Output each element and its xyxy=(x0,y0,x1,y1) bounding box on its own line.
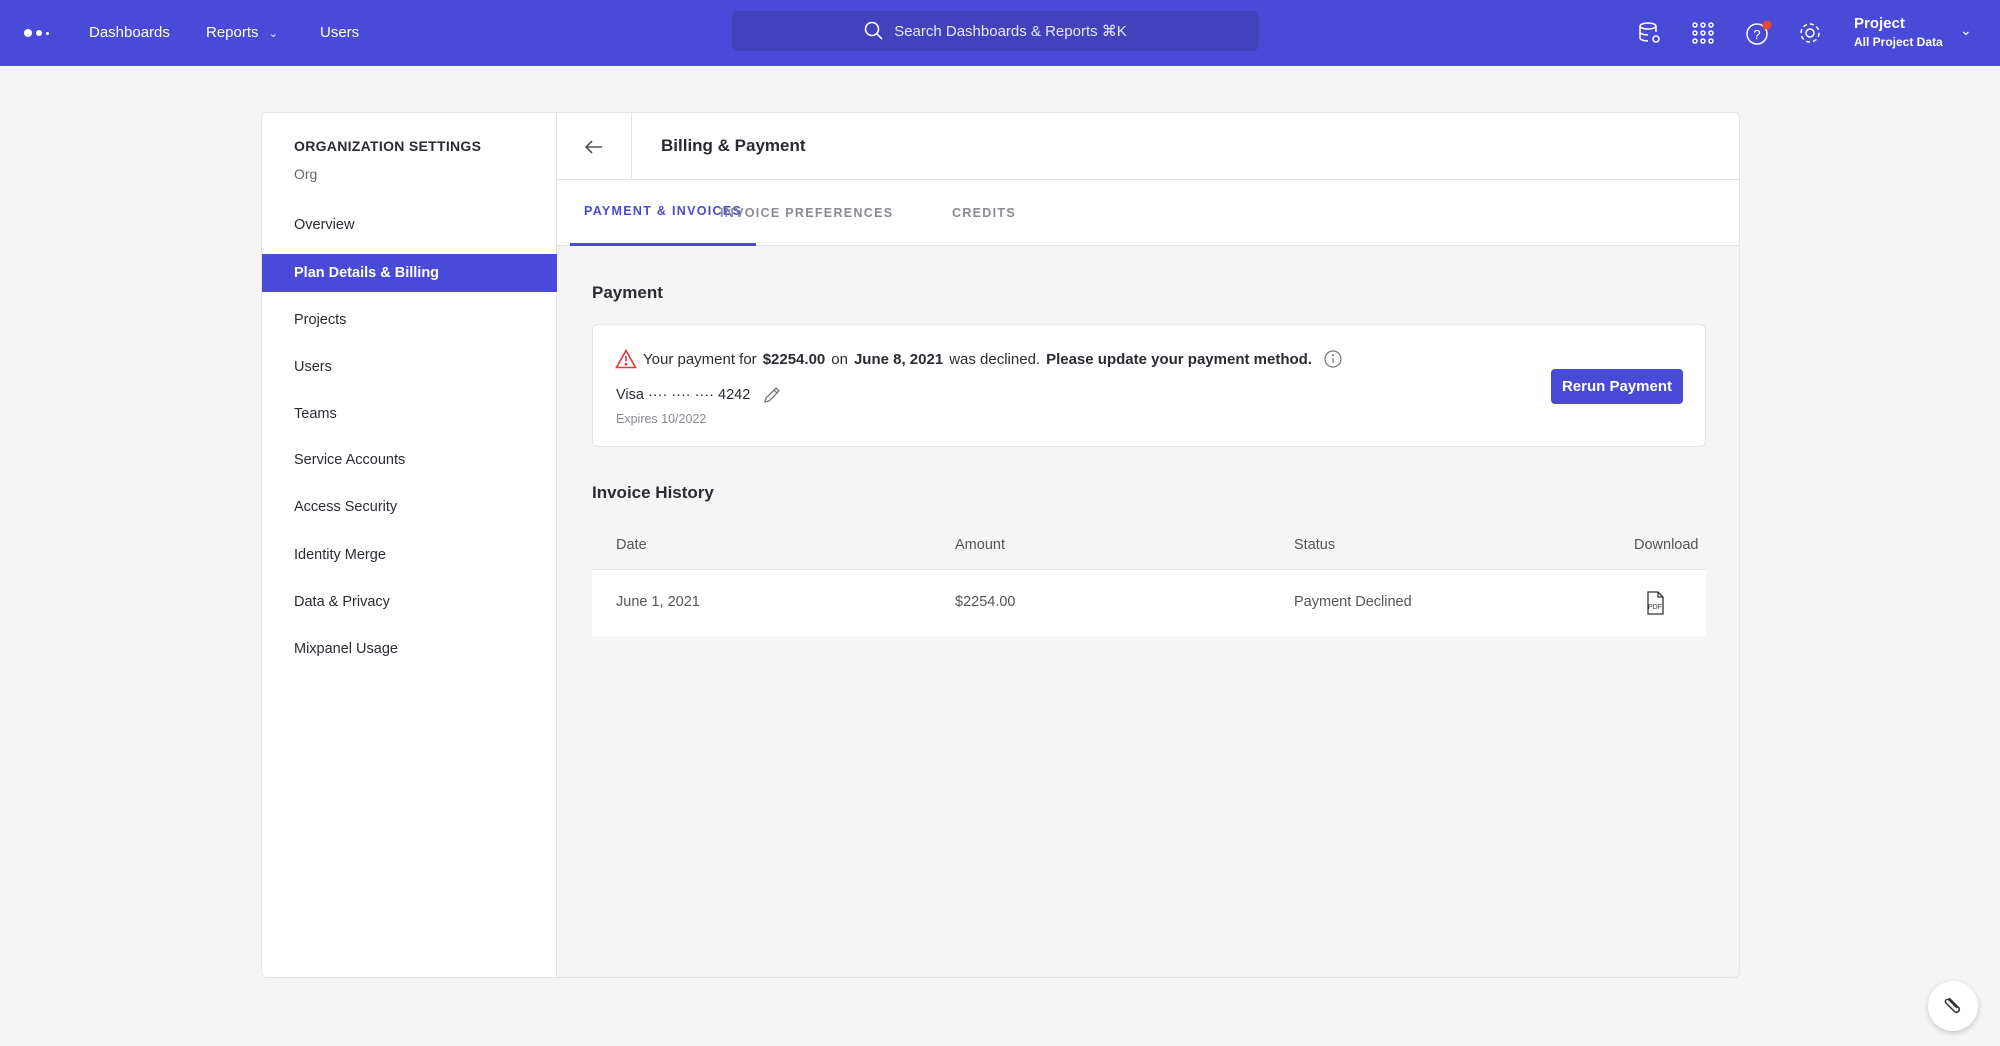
sidebar-item-service-accounts[interactable]: Service Accounts xyxy=(294,452,406,468)
info-icon[interactable] xyxy=(1324,350,1342,368)
pdf-icon[interactable]: PDF xyxy=(1645,591,1665,615)
sidebar-item-users[interactable]: Users xyxy=(294,359,332,375)
update-method-text: Please update your payment method. xyxy=(1046,350,1312,368)
help-icon[interactable]: ? xyxy=(1744,18,1774,48)
search-placeholder: Search Dashboards & Reports ⌘K xyxy=(894,23,1127,40)
sidebar-title: ORGANIZATION SETTINGS xyxy=(294,138,482,154)
sidebar-item-mixpanel-usage[interactable]: Mixpanel Usage xyxy=(294,641,398,657)
msg-text: on xyxy=(831,350,848,368)
payment-date: June 8, 2021 xyxy=(853,350,944,368)
page-header: Billing & Payment xyxy=(557,113,1739,180)
column-header-date: Date xyxy=(616,537,647,553)
column-header-amount: Amount xyxy=(955,537,1005,553)
tab-invoice-preferences[interactable]: INVOICE PREFERENCES xyxy=(720,206,894,220)
payment-heading: Payment xyxy=(592,283,663,302)
tab-bar: PAYMENT & INVOICES INVOICE PREFERENCES C… xyxy=(557,180,1739,246)
sidebar: ORGANIZATION SETTINGS Org Overview Plan … xyxy=(262,113,557,977)
card-info: Visa ···· ···· ···· 4242 xyxy=(616,385,782,405)
nav-dashboards[interactable]: Dashboards xyxy=(89,24,170,41)
card-expiry: Expires 10/2022 xyxy=(616,412,707,426)
invoice-date: June 1, 2021 xyxy=(616,594,700,610)
nav-users[interactable]: Users xyxy=(320,24,360,41)
tab-payment-invoices[interactable]: PAYMENT & INVOICES xyxy=(570,180,757,246)
data-settings-icon[interactable] xyxy=(1637,20,1663,46)
top-nav-bar: Dashboards Reports ⌄ Users Search Dashbo… xyxy=(0,0,2000,66)
table-row: June 1, 2021 $2254.00 Payment Declined P… xyxy=(592,569,1706,636)
tab-credits[interactable]: CREDITS xyxy=(952,206,1016,220)
msg-text: was declined. xyxy=(949,350,1041,368)
sidebar-item-projects[interactable]: Projects xyxy=(294,312,347,328)
attachment-button[interactable] xyxy=(1928,981,1978,1031)
sidebar-item-access-security[interactable]: Access Security xyxy=(294,499,398,515)
invoice-history-heading: Invoice History xyxy=(592,483,714,502)
payment-card: Your payment for $2254.00 on June 8, 202… xyxy=(592,324,1706,447)
sidebar-item-data-privacy[interactable]: Data & Privacy xyxy=(294,594,390,610)
nav-reports[interactable]: Reports ⌄ xyxy=(206,24,278,41)
paperclip-icon xyxy=(1944,997,1961,1014)
chevron-down-icon[interactable]: ⌄ xyxy=(1960,22,1972,38)
back-button[interactable] xyxy=(557,113,632,180)
org-name: Org xyxy=(294,166,318,182)
payment-amount: $2254.00 xyxy=(762,350,826,368)
sidebar-item-overview[interactable]: Overview xyxy=(294,217,355,233)
project-selector[interactable]: Project All Project Data xyxy=(1854,15,1943,49)
arrow-left-icon xyxy=(585,139,602,154)
mixpanel-logo[interactable] xyxy=(24,29,49,37)
nav-reports-label: Reports xyxy=(206,24,259,41)
sidebar-item-plan-details-billing[interactable]: Plan Details & Billing xyxy=(262,254,557,292)
payment-declined-message: Your payment for $2254.00 on June 8, 202… xyxy=(615,349,1342,369)
column-header-download: Download xyxy=(1634,537,1699,553)
msg-text: Your payment for xyxy=(643,350,757,368)
apps-grid-icon[interactable] xyxy=(1690,20,1716,46)
rerun-payment-button[interactable]: Rerun Payment xyxy=(1551,369,1683,404)
invoice-amount: $2254.00 xyxy=(955,594,1016,610)
svg-text:?: ? xyxy=(1753,27,1760,42)
invoice-status: Payment Declined xyxy=(1294,594,1412,610)
page-title: Billing & Payment xyxy=(661,136,806,155)
sidebar-item-teams[interactable]: Teams xyxy=(294,406,337,422)
svg-text:PDF: PDF xyxy=(1648,604,1662,611)
sidebar-item-identity-merge[interactable]: Identity Merge xyxy=(294,547,386,563)
column-header-status: Status xyxy=(1294,537,1336,553)
warning-icon xyxy=(615,349,637,369)
search-input[interactable]: Search Dashboards & Reports ⌘K xyxy=(732,11,1259,51)
edit-pencil-icon[interactable] xyxy=(762,385,782,405)
settings-panel: ORGANIZATION SETTINGS Org Overview Plan … xyxy=(261,112,1740,978)
card-number: Visa ···· ···· ···· 4242 xyxy=(616,387,751,403)
search-icon xyxy=(864,21,883,40)
chevron-down-icon: ⌄ xyxy=(268,28,278,40)
project-subtitle: All Project Data xyxy=(1854,35,1943,49)
project-title: Project xyxy=(1854,15,1905,32)
settings-gear-icon[interactable] xyxy=(1797,20,1823,46)
